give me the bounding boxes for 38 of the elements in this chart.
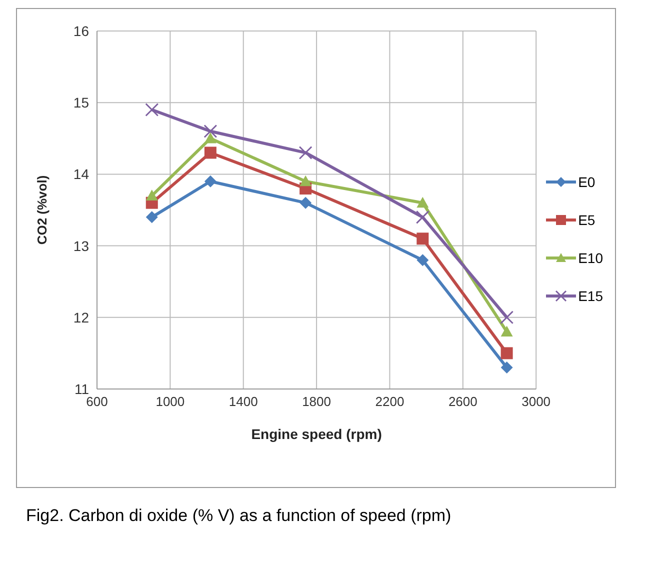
legend-label: E5 [578, 212, 596, 228]
x-tick-label: 3000 [522, 394, 551, 410]
y-tick-label: 13 [73, 238, 90, 254]
legend-label: E10 [578, 250, 603, 266]
point [204, 132, 216, 144]
point [145, 103, 159, 117]
point [298, 146, 312, 160]
point [500, 347, 513, 360]
point [500, 326, 513, 337]
point [500, 362, 513, 374]
point [146, 211, 158, 224]
point [416, 232, 429, 245]
point [146, 190, 158, 200]
point [500, 310, 514, 324]
x-tick-label: 2200 [375, 394, 404, 410]
legend-label: E0 [578, 174, 596, 190]
x-axis-title: Engine speed (rpm) [251, 426, 382, 442]
point [300, 196, 312, 209]
point [416, 196, 429, 208]
point [204, 146, 216, 159]
y-axis-title: CO2 (%vol) [34, 175, 50, 245]
x-tick-label: 1400 [228, 394, 258, 410]
legend-label: E15 [578, 288, 603, 304]
point [416, 210, 430, 224]
y-tick-label: 12 [73, 309, 90, 326]
point [204, 175, 216, 188]
x-tick-label: 2600 [448, 394, 478, 410]
y-tick-label: 15 [73, 94, 90, 111]
y-tick-label: 16 [73, 22, 90, 39]
caption: Fig2. Carbon di oxide (% V) as a function of speed (rpm) [26, 506, 452, 526]
point [204, 124, 218, 138]
x-tick-label: 1800 [302, 394, 331, 410]
y-tick-label: 14 [73, 166, 90, 182]
x-tick-label: 1000 [156, 394, 185, 410]
x-tick-label: 600 [86, 394, 108, 410]
point [416, 254, 429, 266]
point [300, 175, 312, 186]
y-tick-label: 11 [74, 380, 90, 397]
